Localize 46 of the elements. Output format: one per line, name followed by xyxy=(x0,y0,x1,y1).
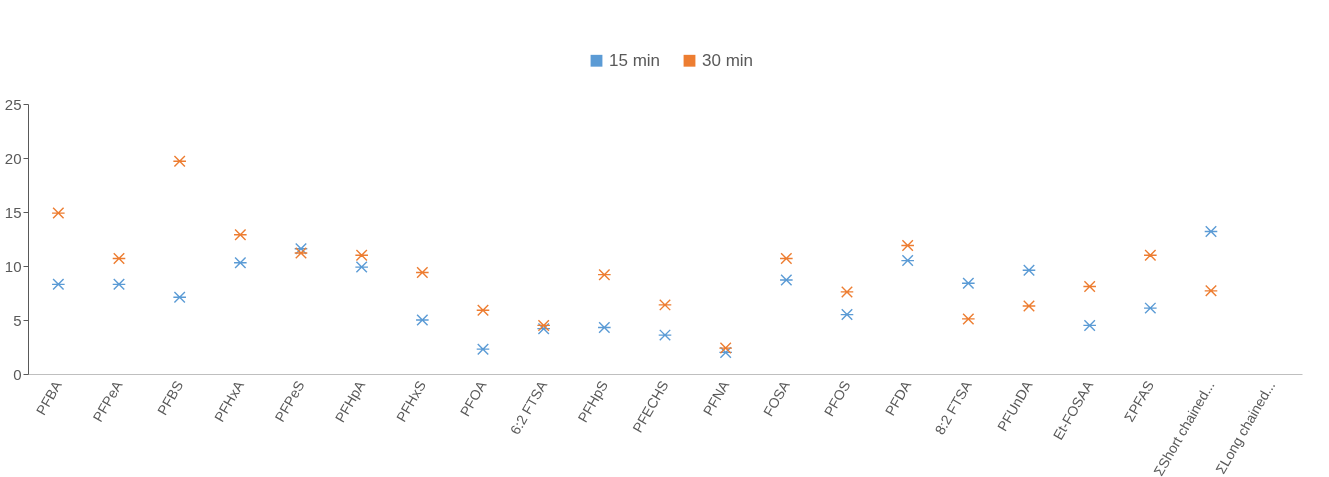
point xyxy=(597,268,612,281)
legend-label: 15 min xyxy=(609,50,661,70)
point xyxy=(51,278,66,291)
point xyxy=(354,249,369,262)
point xyxy=(476,304,490,317)
point xyxy=(718,342,733,355)
point xyxy=(415,314,430,326)
point xyxy=(233,256,248,269)
point xyxy=(172,155,187,168)
point xyxy=(1143,249,1158,262)
point xyxy=(51,207,66,220)
point xyxy=(961,312,976,325)
point xyxy=(1022,264,1036,277)
point xyxy=(597,321,612,334)
point xyxy=(1082,280,1097,293)
y-tick-label: 20 xyxy=(4,149,22,167)
y-tick-label: 15 xyxy=(4,203,22,221)
point xyxy=(779,274,794,286)
point xyxy=(1204,284,1218,297)
point xyxy=(658,329,672,342)
point xyxy=(415,266,430,279)
point xyxy=(294,242,308,255)
point xyxy=(779,252,794,265)
point xyxy=(840,308,854,321)
y-tick-label: 25 xyxy=(4,95,22,113)
point xyxy=(900,239,915,252)
point xyxy=(1022,300,1036,312)
point xyxy=(718,346,733,359)
y-tick-label: 5 xyxy=(13,311,22,329)
point xyxy=(112,252,126,265)
point xyxy=(900,254,915,267)
point xyxy=(1204,225,1218,238)
y-tick-label: 0 xyxy=(13,365,22,383)
point xyxy=(1143,302,1158,315)
y-tick-label: 10 xyxy=(4,257,22,275)
point xyxy=(172,291,187,304)
point xyxy=(112,278,126,291)
point xyxy=(354,261,369,274)
legend-label: 30 min xyxy=(702,50,754,70)
point xyxy=(658,298,672,311)
point xyxy=(840,285,854,298)
point xyxy=(961,277,976,290)
point xyxy=(233,228,248,241)
point xyxy=(476,343,490,356)
point xyxy=(294,247,308,259)
point xyxy=(1082,319,1097,332)
